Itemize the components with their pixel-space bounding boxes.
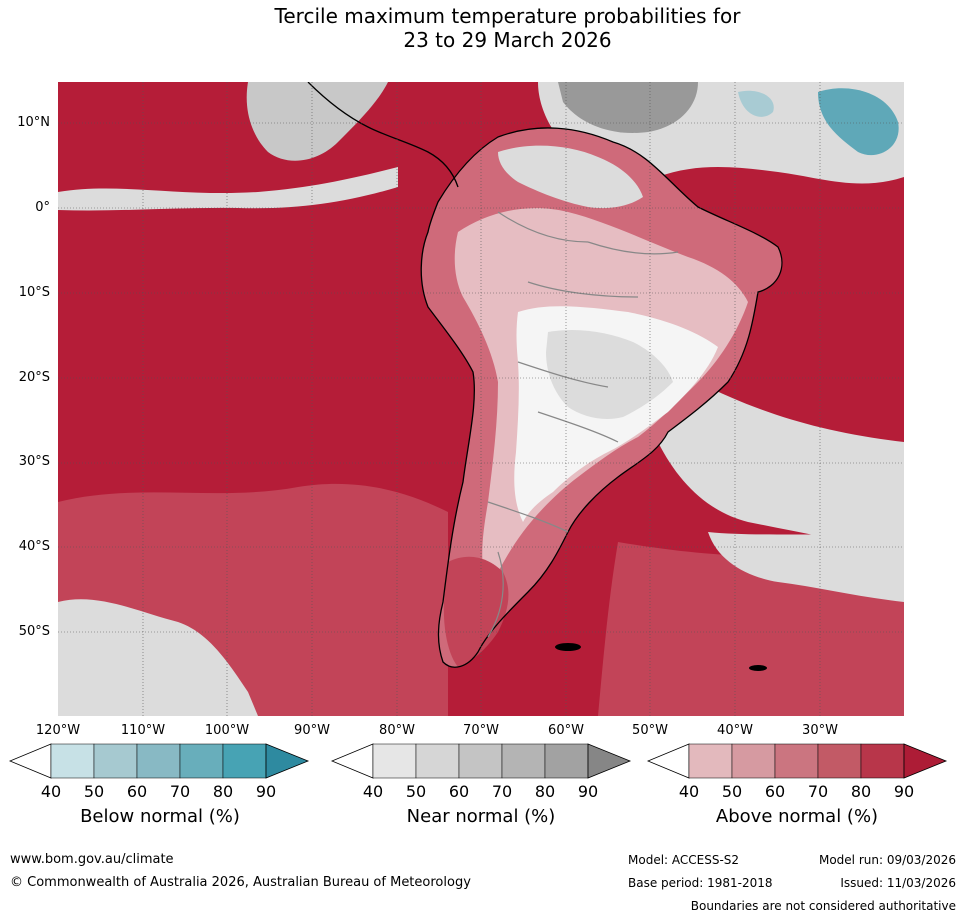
- above-tick-40: 40: [678, 782, 700, 801]
- colorbar-above-normal-svg: [646, 743, 948, 779]
- colorbar-segment: [93, 743, 138, 779]
- lon-label-70w: 70°W: [463, 723, 499, 738]
- lon-label-30w: 30°W: [802, 723, 838, 738]
- falkland-islands: [555, 643, 581, 651]
- below-tick-80: 80: [212, 782, 234, 801]
- colorbar-segment: [136, 743, 181, 779]
- colorbar-below-normal-svg: [8, 743, 310, 779]
- title-line-1: Tercile maximum temperature probabilitie…: [274, 4, 741, 28]
- above-tick-60: 60: [764, 782, 786, 801]
- footer-base-period: Base period: 1981-2018: [628, 876, 773, 890]
- footer-disclaimer: Boundaries are not considered authoritat…: [690, 899, 956, 913]
- colorbar-upper-extend: [265, 743, 310, 779]
- colorbar-segment: [50, 743, 95, 779]
- patagonia-above-normal: [443, 556, 509, 667]
- lat-label-0: 0°: [35, 200, 50, 215]
- lat-label-50s: 50°S: [18, 624, 50, 639]
- north-south-america-near-normal: [498, 145, 643, 209]
- footer-website-link[interactable]: www.bom.gov.au/climate: [10, 852, 174, 867]
- colorbar-segment: [372, 743, 417, 779]
- lat-label-10n: 10°N: [17, 115, 50, 130]
- lon-label-60w: 60°W: [548, 723, 584, 738]
- map-svg: [58, 82, 904, 716]
- below-tick-60: 60: [126, 782, 148, 801]
- colorbar-segment: [817, 743, 862, 779]
- below-tick-70: 70: [169, 782, 191, 801]
- colorbar-near-normal: [330, 742, 634, 786]
- colorbar-above-normal: [646, 742, 950, 786]
- coastline: [420, 127, 783, 668]
- above-tick-80: 80: [850, 782, 872, 801]
- lon-label-40w: 40°W: [717, 723, 753, 738]
- south-georgia-island: [749, 665, 767, 671]
- colorbar-near-title: Near normal (%): [406, 806, 556, 827]
- title-line-2: 23 to 29 March 2026: [403, 28, 612, 52]
- colorbar-segment: [415, 743, 460, 779]
- colorbar-segment: [544, 743, 589, 779]
- colorbar-lower-extend: [8, 743, 52, 779]
- colorbar-below-normal: [8, 742, 312, 786]
- lon-label-90w: 90°W: [294, 723, 330, 738]
- south-america-near-normal-50: [546, 330, 673, 419]
- colorbar-upper-extend: [903, 743, 948, 779]
- lat-label-10s: 10°S: [18, 285, 50, 300]
- lat-label-20s: 20°S: [18, 370, 50, 385]
- lon-label-50w: 50°W: [632, 723, 668, 738]
- central-america-near-normal: [246, 82, 388, 161]
- colorbar-segment: [860, 743, 905, 779]
- colorbar-segment: [179, 743, 224, 779]
- near-tick-40: 40: [362, 782, 384, 801]
- lat-lon-grid: [58, 82, 904, 716]
- footer-model-run: Model run: 09/03/2026: [818, 853, 956, 867]
- near-tick-60: 60: [448, 782, 470, 801]
- colorbar-segment: [688, 743, 733, 779]
- below-tick-40: 40: [40, 782, 62, 801]
- lat-label-30s: 30°S: [18, 454, 50, 469]
- above-tick-50: 50: [721, 782, 743, 801]
- colorbar-below-title: Below normal (%): [80, 806, 240, 827]
- south-atlantic-near-normal: [658, 382, 904, 552]
- footer-copyright: © Commonwealth of Australia 2026, Austra…: [10, 875, 471, 890]
- below-tick-90: 90: [255, 782, 277, 801]
- lon-label-80w: 80°W: [379, 723, 415, 738]
- chart-title: Tercile maximum temperature probabilitie…: [0, 4, 965, 52]
- lat-label-40s: 40°S: [18, 539, 50, 554]
- colorbar-segment: [731, 743, 776, 779]
- country-borders: [487, 211, 679, 638]
- lon-label-100w: 100°W: [204, 723, 250, 738]
- colorbar-above-title: Above normal (%): [715, 806, 879, 827]
- near-tick-70: 70: [491, 782, 513, 801]
- colorbar-segment: [774, 743, 819, 779]
- footer-model: Model: ACCESS-S2: [628, 853, 740, 867]
- colorbar-upper-extend: [587, 743, 632, 779]
- below-tick-50: 50: [83, 782, 105, 801]
- colorbar-lower-extend: [646, 743, 690, 779]
- north-atlantic-near-normal-90: [558, 82, 698, 133]
- footer-issued: Issued: 11/03/2026: [840, 876, 956, 890]
- north-atlantic-below-normal: [818, 88, 899, 156]
- near-tick-80: 80: [534, 782, 556, 801]
- above-tick-90: 90: [893, 782, 915, 801]
- above-tick-70: 70: [807, 782, 829, 801]
- lon-label-120w: 120°W: [35, 723, 81, 738]
- near-tick-50: 50: [405, 782, 427, 801]
- colorbar-near-normal-svg: [330, 743, 632, 779]
- colorbar-lower-extend: [330, 743, 374, 779]
- probability-map: [58, 82, 904, 716]
- central-america-coastline: [307, 82, 459, 188]
- south-pacific-near-normal: [58, 599, 258, 716]
- colorbar-segment: [501, 743, 546, 779]
- colorbar-segment: [458, 743, 503, 779]
- near-tick-90: 90: [577, 782, 599, 801]
- south-atlantic-near-normal-2: [708, 532, 904, 602]
- north-atlantic-below-normal-2: [738, 90, 774, 117]
- colorbar-segment: [222, 743, 267, 779]
- lon-label-110w: 110°W: [120, 723, 166, 738]
